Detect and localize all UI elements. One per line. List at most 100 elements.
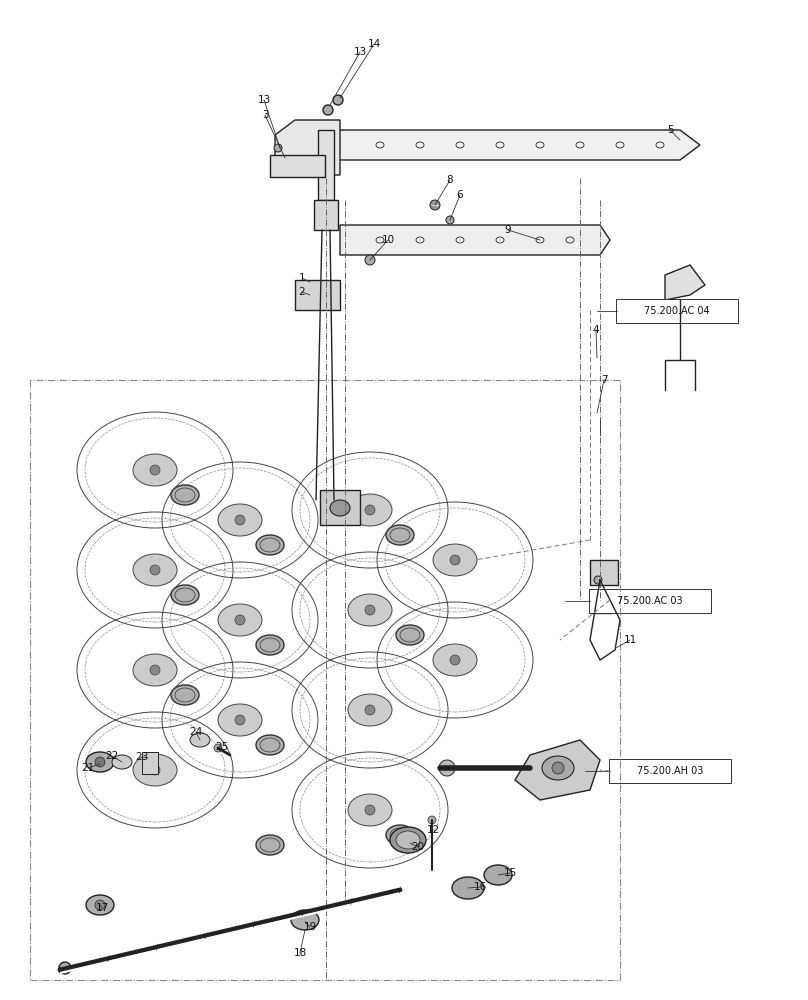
Ellipse shape <box>256 835 284 855</box>
Circle shape <box>450 655 460 665</box>
Ellipse shape <box>133 454 177 486</box>
Text: 19: 19 <box>303 922 317 932</box>
Text: 2: 2 <box>299 287 305 297</box>
Circle shape <box>235 615 245 625</box>
Polygon shape <box>515 740 600 800</box>
Ellipse shape <box>348 694 392 726</box>
Text: 6: 6 <box>457 190 463 200</box>
FancyBboxPatch shape <box>616 299 738 323</box>
Text: 14: 14 <box>368 39 381 49</box>
Circle shape <box>150 765 160 775</box>
Circle shape <box>365 805 375 815</box>
Circle shape <box>428 816 436 824</box>
Text: 75.200.AH 03: 75.200.AH 03 <box>637 766 703 776</box>
Ellipse shape <box>433 544 477 576</box>
Ellipse shape <box>256 735 284 755</box>
Ellipse shape <box>433 644 477 676</box>
Ellipse shape <box>542 756 574 780</box>
Circle shape <box>446 216 454 224</box>
Ellipse shape <box>348 494 392 526</box>
FancyBboxPatch shape <box>589 589 711 613</box>
Text: 18: 18 <box>293 948 306 958</box>
Ellipse shape <box>348 594 392 626</box>
Circle shape <box>214 744 222 752</box>
FancyBboxPatch shape <box>609 759 731 783</box>
Circle shape <box>150 465 160 475</box>
Ellipse shape <box>291 910 319 930</box>
Bar <box>270 155 325 177</box>
Text: 21: 21 <box>82 763 95 773</box>
Text: 23: 23 <box>136 752 149 762</box>
Bar <box>314 200 338 230</box>
Ellipse shape <box>218 504 262 536</box>
Text: 13: 13 <box>258 95 271 105</box>
Circle shape <box>274 144 282 152</box>
Ellipse shape <box>218 704 262 736</box>
Bar <box>318 130 334 200</box>
Ellipse shape <box>484 865 512 885</box>
Text: 16: 16 <box>473 882 486 892</box>
Circle shape <box>150 565 160 575</box>
Bar <box>590 560 618 585</box>
Text: 24: 24 <box>189 727 203 737</box>
Ellipse shape <box>190 733 210 747</box>
Circle shape <box>365 705 375 715</box>
Ellipse shape <box>386 525 414 545</box>
Text: 7: 7 <box>600 375 608 385</box>
Ellipse shape <box>256 635 284 655</box>
Ellipse shape <box>112 755 132 769</box>
Ellipse shape <box>218 604 262 636</box>
Polygon shape <box>665 265 705 300</box>
Ellipse shape <box>348 794 392 826</box>
Text: 1: 1 <box>299 273 305 283</box>
Text: 75.200.AC 04: 75.200.AC 04 <box>644 306 709 316</box>
Text: 12: 12 <box>427 825 440 835</box>
Circle shape <box>594 576 602 584</box>
Ellipse shape <box>330 500 350 516</box>
Ellipse shape <box>133 754 177 786</box>
Circle shape <box>430 200 440 210</box>
Text: 15: 15 <box>503 868 516 878</box>
Polygon shape <box>275 120 340 175</box>
Bar <box>320 490 360 525</box>
Text: 22: 22 <box>105 751 119 761</box>
Circle shape <box>365 605 375 615</box>
Ellipse shape <box>133 554 177 586</box>
Text: 25: 25 <box>216 742 229 752</box>
Circle shape <box>235 715 245 725</box>
Text: 9: 9 <box>505 225 511 235</box>
Ellipse shape <box>86 895 114 915</box>
Text: 17: 17 <box>95 903 108 913</box>
Text: 4: 4 <box>593 325 600 335</box>
Ellipse shape <box>171 685 199 705</box>
Text: 75.200.AC 03: 75.200.AC 03 <box>617 596 683 606</box>
Circle shape <box>450 555 460 565</box>
Ellipse shape <box>386 825 414 845</box>
Text: 8: 8 <box>447 175 453 185</box>
Bar <box>142 752 158 774</box>
Ellipse shape <box>396 831 420 849</box>
Circle shape <box>365 255 375 265</box>
Ellipse shape <box>452 877 484 899</box>
Circle shape <box>95 900 105 910</box>
Text: 13: 13 <box>353 47 367 57</box>
Ellipse shape <box>256 535 284 555</box>
Text: 11: 11 <box>624 635 637 645</box>
Circle shape <box>552 762 564 774</box>
Text: 3: 3 <box>262 110 268 120</box>
Text: 10: 10 <box>381 235 394 245</box>
Circle shape <box>95 757 105 767</box>
Bar <box>590 595 612 613</box>
Ellipse shape <box>171 585 199 605</box>
Ellipse shape <box>390 827 426 853</box>
Bar <box>295 280 340 310</box>
Circle shape <box>333 95 343 105</box>
Ellipse shape <box>133 654 177 686</box>
Polygon shape <box>330 130 700 160</box>
Text: 5: 5 <box>667 125 673 135</box>
Circle shape <box>365 505 375 515</box>
Ellipse shape <box>86 752 114 772</box>
Circle shape <box>323 105 333 115</box>
Ellipse shape <box>396 625 424 645</box>
Circle shape <box>150 665 160 675</box>
